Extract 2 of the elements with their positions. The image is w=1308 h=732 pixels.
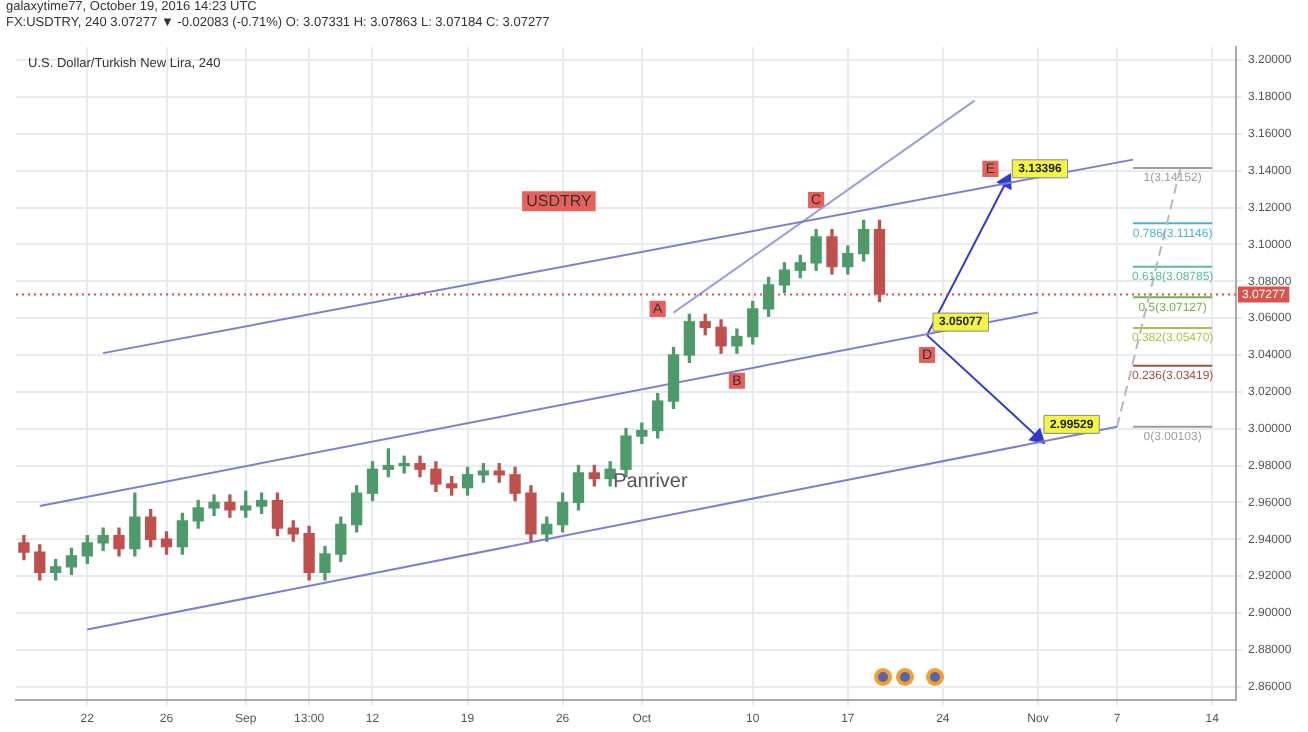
text: USDTRY: [526, 191, 593, 210]
annotation: Panriver: [613, 470, 689, 493]
